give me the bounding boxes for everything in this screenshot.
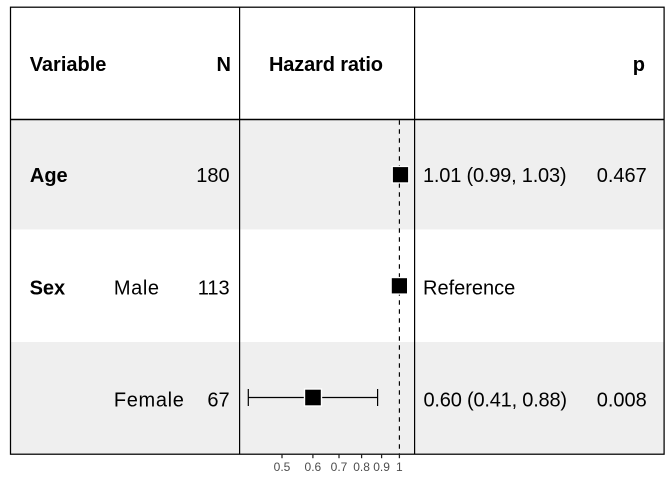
svg-text:0.467: 0.467 [597,165,647,187]
svg-text:Age: Age [30,165,68,187]
svg-text:Reference: Reference [423,278,515,300]
svg-text:Hazard ratio: Hazard ratio [269,54,383,76]
svg-text:Sex: Sex [30,278,66,300]
svg-text:Female: Female [114,389,185,411]
svg-text:1.01 (0.99, 1.03): 1.01 (0.99, 1.03) [423,165,566,187]
svg-text:0.60 (0.41, 0.88): 0.60 (0.41, 0.88) [424,389,567,411]
svg-text:0.7: 0.7 [331,460,348,474]
svg-text:180: 180 [196,165,229,187]
svg-text:0.5: 0.5 [274,460,291,474]
svg-text:67: 67 [207,389,229,411]
svg-text:0.008: 0.008 [597,389,647,411]
svg-text:Male: Male [114,278,160,300]
svg-text:p: p [633,54,645,76]
svg-text:Variable: Variable [30,54,107,76]
svg-text:0.8: 0.8 [353,460,370,474]
svg-text:N: N [216,54,230,76]
svg-text:1: 1 [396,460,403,474]
svg-text:113: 113 [198,278,230,300]
svg-text:0.6: 0.6 [305,460,322,474]
svg-text:0.9: 0.9 [373,460,390,474]
